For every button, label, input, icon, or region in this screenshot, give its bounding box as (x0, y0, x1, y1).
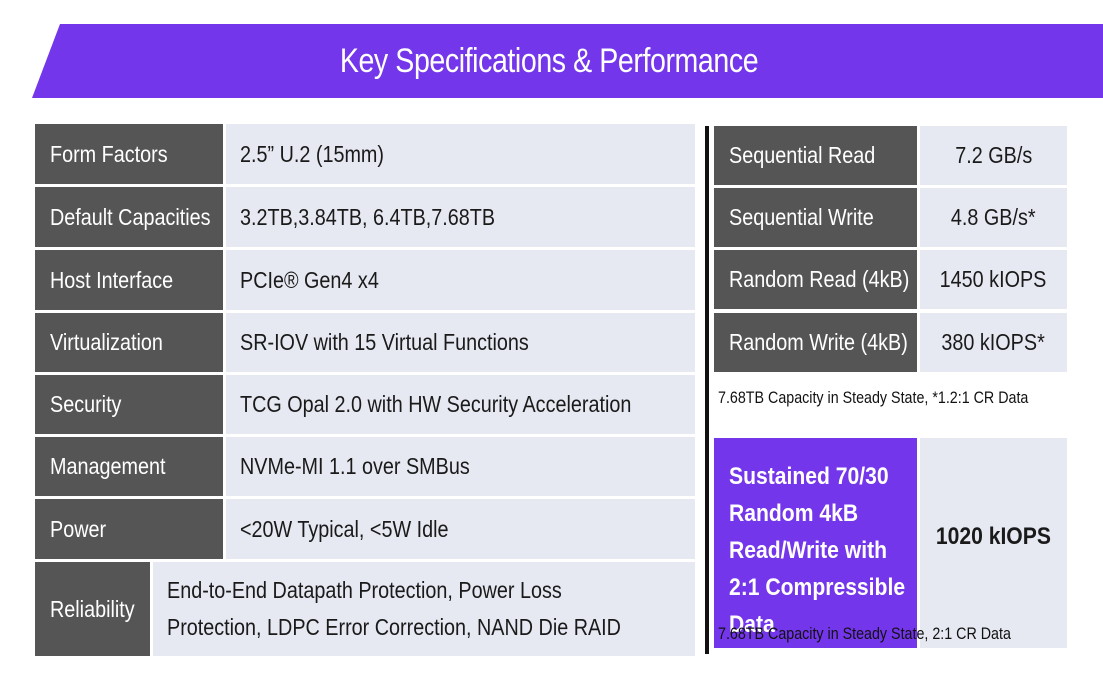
spec-value: End-to-End Datapath Protection, Power Lo… (153, 562, 695, 656)
spec-row-form-factors: Form Factors 2.5” U.2 (15mm) (35, 124, 695, 184)
spec-label: Host Interface (35, 250, 223, 310)
spec-value: NVMe-MI 1.1 over SMBus (226, 437, 695, 496)
perf-value: 1450 kIOPS (920, 250, 1067, 309)
reliability-line: Protection, LDPC Error Correction, NAND … (167, 614, 622, 640)
perf-row-sequential-read: Sequential Read 7.2 GB/s (714, 126, 1067, 185)
perf-label: Sequential Read (714, 126, 917, 185)
performance-footnote: 7.68TB Capacity in Steady State, *1.2:1 … (718, 388, 1029, 407)
perf-row-random-write: Random Write (4kB) 380 kIOPS* (714, 313, 1067, 372)
title-banner: Key Specifications & Performance (32, 24, 1103, 98)
sustained-label-line: Read/Write with (729, 537, 888, 564)
perf-value: 4.8 GB/s* (920, 188, 1067, 247)
spec-row-power: Power <20W Typical, <5W Idle (35, 499, 695, 559)
spec-row-security: Security TCG Opal 2.0 with HW Security A… (35, 375, 695, 434)
spec-label: Form Factors (35, 124, 223, 184)
sustained-value: 1020 kIOPS (920, 438, 1067, 648)
spec-value: <20W Typical, <5W Idle (226, 499, 695, 559)
spec-row-virtualization: Virtualization SR-IOV with 15 Virtual Fu… (35, 313, 695, 372)
sustained-label-line: Sustained 70/30 (729, 463, 889, 490)
sustained-label-line: 2:1 Compressible (729, 574, 906, 601)
perf-row-random-read: Random Read (4kB) 1450 kIOPS (714, 250, 1067, 309)
reliability-line: End-to-End Datapath Protection, Power Lo… (167, 577, 562, 603)
perf-row-sequential-write: Sequential Write 4.8 GB/s* (714, 188, 1067, 247)
page-title: Key Specifications & Performance (340, 41, 759, 80)
spec-row-default-capacities: Default Capacities 3.2TB,3.84TB, 6.4TB,7… (35, 187, 695, 247)
spec-label: Security (35, 375, 223, 434)
perf-label: Sequential Write (714, 188, 917, 247)
spec-value: SR-IOV with 15 Virtual Functions (226, 313, 695, 372)
spec-value: PCIe® Gen4 x4 (226, 250, 695, 310)
sustained-label: Sustained 70/30 Random 4kB Read/Write wi… (714, 438, 917, 648)
perf-value: 7.2 GB/s (920, 126, 1067, 185)
perf-value: 380 kIOPS* (920, 313, 1067, 372)
spec-row-host-interface: Host Interface PCIe® Gen4 x4 (35, 250, 695, 310)
spec-label: Management (35, 437, 223, 496)
spec-label: Virtualization (35, 313, 223, 372)
spec-value: 3.2TB,3.84TB, 6.4TB,7.68TB (226, 187, 695, 247)
sustained-label-line: Data (729, 611, 775, 638)
spec-value: TCG Opal 2.0 with HW Security Accelerati… (225, 375, 695, 434)
spec-label: Reliability (35, 562, 151, 656)
column-divider (705, 126, 709, 654)
perf-label: Random Read (4kB) (714, 250, 917, 309)
sustained-footnote: 7.68TB Capacity in Steady State, 2:1 CR … (718, 624, 1011, 643)
perf-label: Random Write (4kB) (714, 313, 917, 372)
spec-value: 2.5” U.2 (15mm) (226, 124, 695, 184)
sustained-label-line: Random 4kB (729, 500, 859, 527)
spec-row-management: Management NVMe-MI 1.1 over SMBus (35, 437, 695, 496)
spec-row-reliability: Reliability End-to-End Datapath Protecti… (35, 562, 695, 656)
sustained-performance-box: Sustained 70/30 Random 4kB Read/Write wi… (714, 438, 1067, 648)
spec-label: Default Capacities (35, 187, 223, 247)
spec-label: Power (35, 499, 223, 559)
